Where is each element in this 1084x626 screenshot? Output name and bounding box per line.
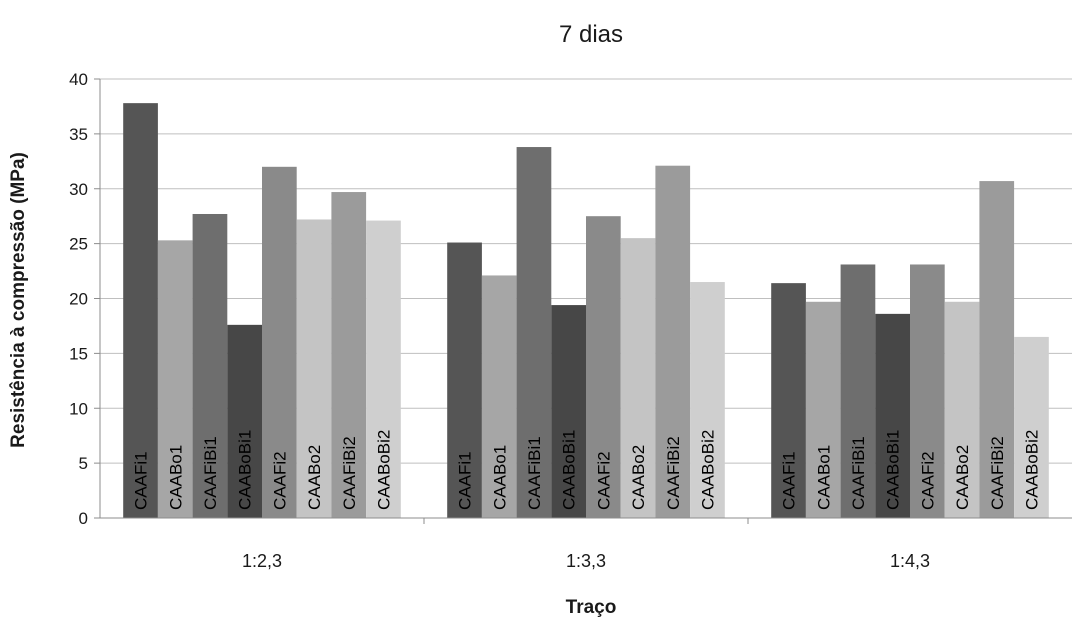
bar-caafi2-1 xyxy=(262,166,297,519)
bar-label: CAAFiBi2 xyxy=(988,436,1007,510)
bar-caabobi2-3 xyxy=(1014,336,1049,518)
bar-label: CAABo1 xyxy=(166,445,185,510)
bar-label: CAABoBi1 xyxy=(560,430,579,510)
bar-caabobi1-3 xyxy=(875,313,910,518)
bar-label: CAAFiBi2 xyxy=(664,436,683,510)
bar-label: CAAFi2 xyxy=(918,451,937,510)
bar-label: CAAFi2 xyxy=(270,451,289,510)
bar-label: CAABo1 xyxy=(490,445,509,510)
bar-caabo2-2 xyxy=(620,238,656,518)
bar-caafibi1-3 xyxy=(840,264,876,518)
x-category-label: 1:4,3 xyxy=(890,551,930,571)
bar-caabo1-1 xyxy=(157,240,193,518)
y-tick-label: 15 xyxy=(69,344,88,363)
y-tick-label: 20 xyxy=(69,290,88,309)
bar-label: CAABo2 xyxy=(305,445,324,510)
bar-caafibi2-3 xyxy=(979,181,1015,518)
bar-label: CAABo2 xyxy=(953,445,972,510)
bar-label: CAAFiBi1 xyxy=(201,436,220,510)
bar-label: CAAFi1 xyxy=(132,451,151,510)
bar-caabobi2-1 xyxy=(366,220,401,518)
bar-caafi1-3 xyxy=(771,283,806,518)
y-axis-title: Resistência à compressão (MPa) xyxy=(8,152,29,448)
bar-label: CAAFi1 xyxy=(780,451,799,510)
y-tick-label: 0 xyxy=(79,509,88,528)
bar-caabo1-3 xyxy=(805,301,841,518)
bars: CAAFi1 CAABo1 CAAFiBi1 CAABoBi1 CAAFi2 CAABo2… xyxy=(123,103,1049,519)
bar-label: CAAFiBi1 xyxy=(849,436,868,510)
bar-label: CAAFi1 xyxy=(456,451,475,510)
y-tick-label: 30 xyxy=(69,180,88,199)
bar-label: CAABo2 xyxy=(629,445,648,510)
y-tick-labels: 0 5 10 15 20 25 30 35 40 xyxy=(69,70,88,528)
bar-caabobi1-2 xyxy=(551,305,586,518)
bar-caafi2-2 xyxy=(586,216,621,518)
bar-label: CAABo1 xyxy=(814,445,833,510)
y-tick-label: 25 xyxy=(69,235,88,254)
y-tick-label: 35 xyxy=(69,125,88,144)
bar-label: CAABoBi1 xyxy=(236,430,255,510)
bar-label: CAABoBi1 xyxy=(884,430,903,510)
bar-caabo2-3 xyxy=(944,301,980,518)
bar-caafi1-2 xyxy=(447,242,482,518)
bar-label: CAABoBi2 xyxy=(1022,430,1041,510)
x-category-label: 1:3,3 xyxy=(566,551,606,571)
bar-caafi2-3 xyxy=(910,264,945,518)
y-tick-label: 10 xyxy=(69,399,88,418)
bar-label: CAAFiBi1 xyxy=(525,436,544,510)
bar-label: CAABoBi2 xyxy=(698,430,717,510)
y-tick-label: 40 xyxy=(69,70,88,89)
bar-caafibi1-1 xyxy=(192,213,228,518)
bar-caabobi1-1 xyxy=(227,324,262,518)
bar-label: CAABoBi2 xyxy=(374,430,393,510)
y-tick-label: 5 xyxy=(79,454,88,473)
x-category-label: 1:2,3 xyxy=(242,551,282,571)
bar-caabo1-2 xyxy=(481,275,517,518)
bar-caafibi2-1 xyxy=(331,192,367,519)
x-axis-title: Traço xyxy=(566,597,617,618)
x-category-labels: 1:2,3 1:3,3 1:4,3 xyxy=(242,551,930,571)
bar-caafibi1-2 xyxy=(516,147,552,519)
bar-caabobi2-2 xyxy=(690,282,725,518)
bar-caabo2-1 xyxy=(296,219,332,519)
bar-label: CAAFi2 xyxy=(594,451,613,510)
bar-label: CAAFiBi2 xyxy=(340,436,359,510)
bar-caafibi2-2 xyxy=(655,165,691,518)
chart-title: 7 dias xyxy=(559,21,623,48)
bar-caafi1-1 xyxy=(123,103,158,519)
